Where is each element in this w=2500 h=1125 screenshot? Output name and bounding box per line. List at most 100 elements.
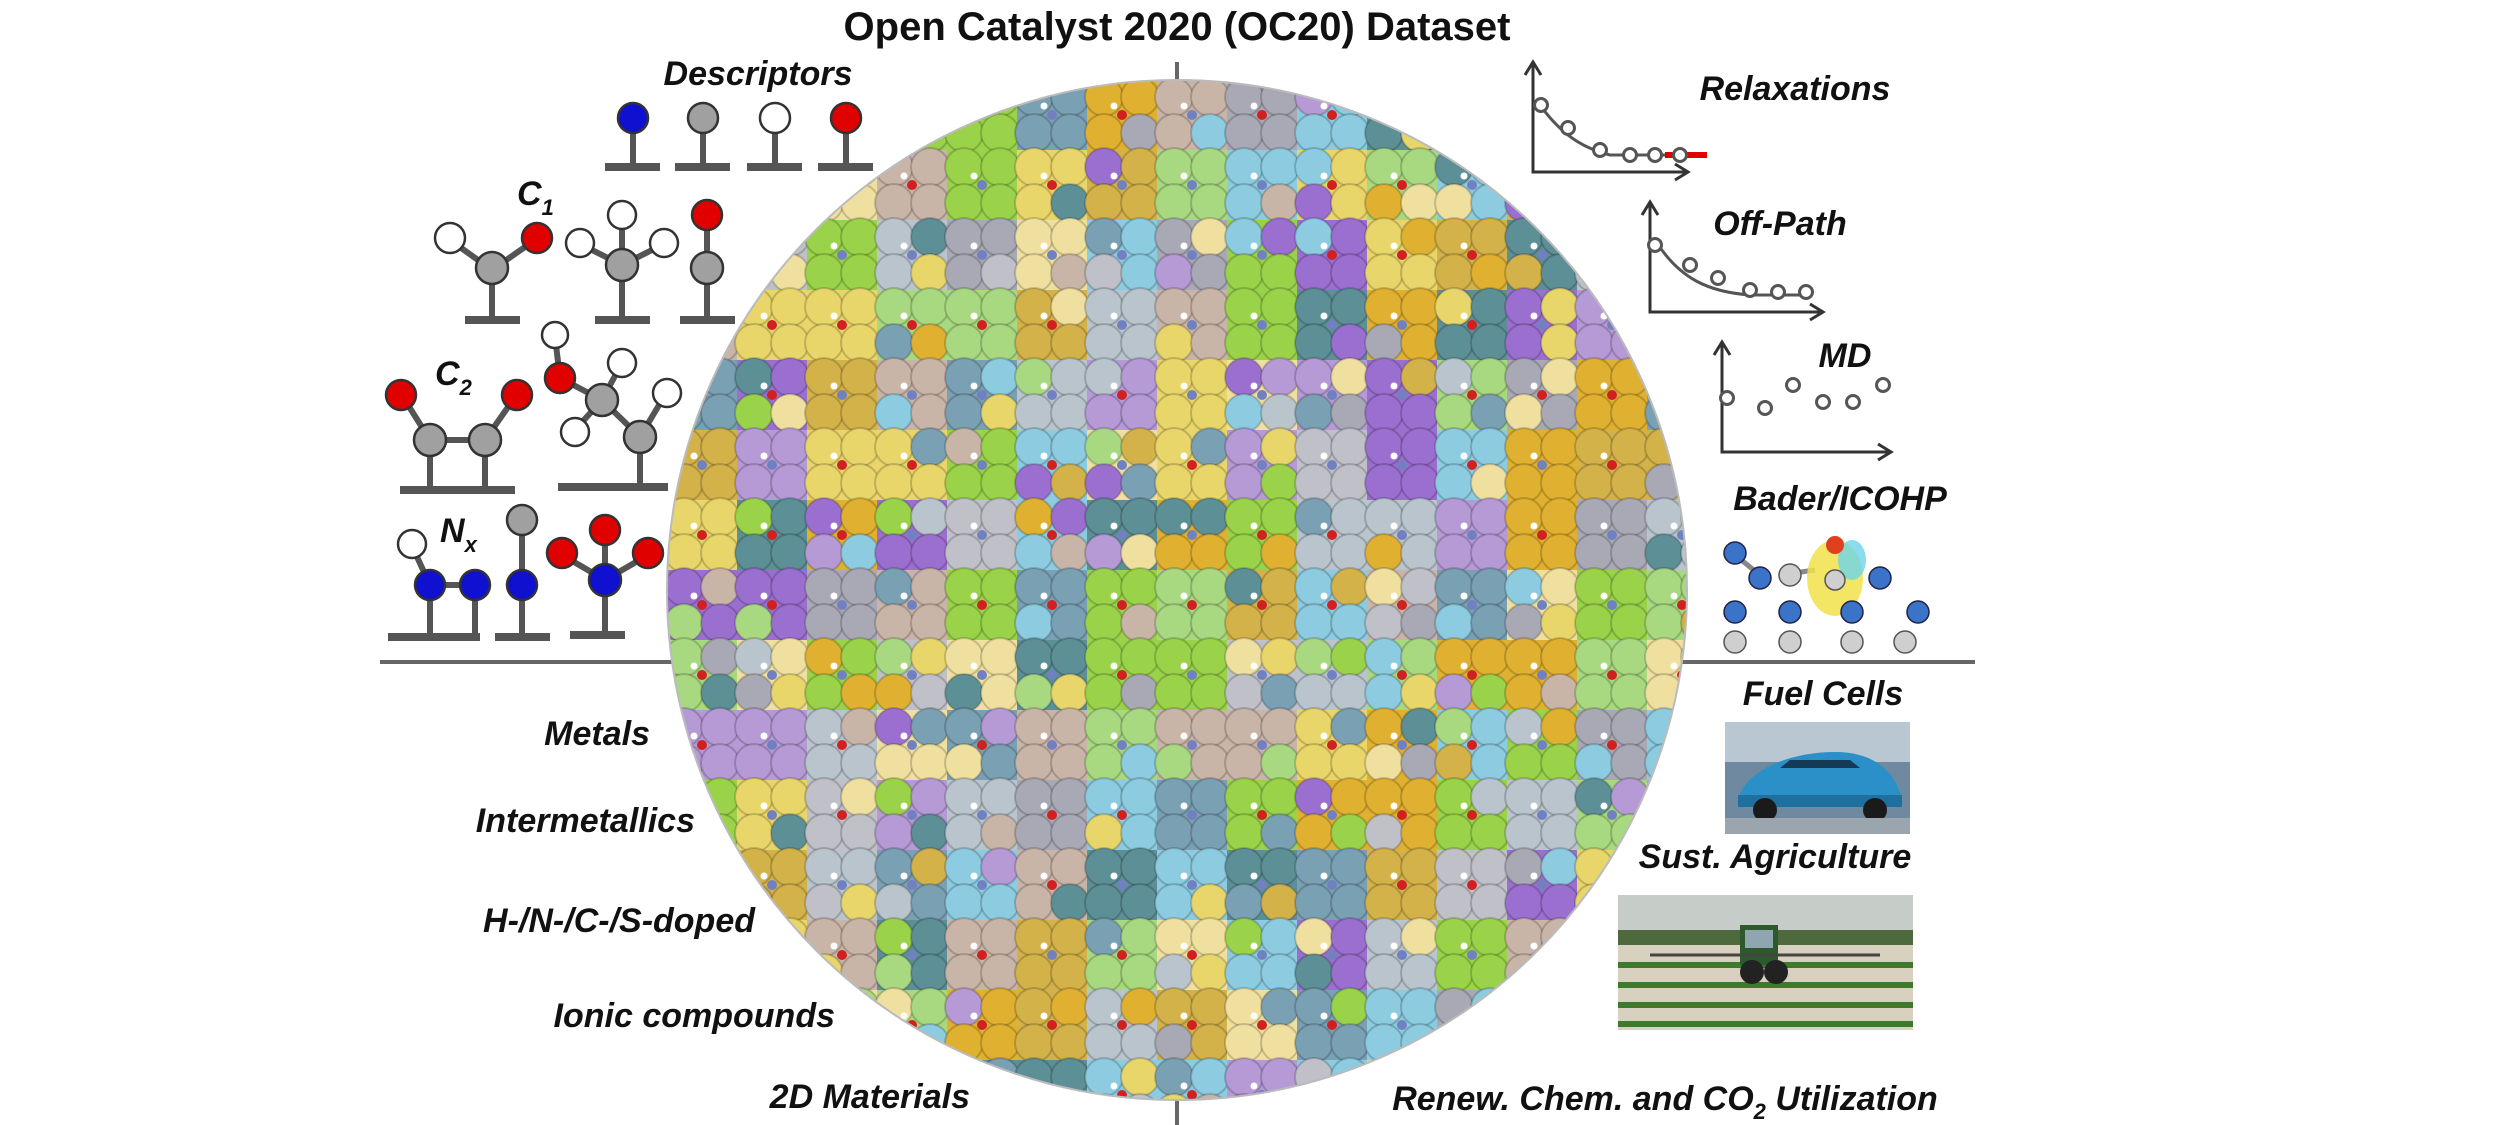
adsorbate-atom bbox=[907, 600, 917, 610]
adsorbate-atom bbox=[1530, 242, 1538, 250]
adsorbate-atom bbox=[907, 530, 917, 540]
material-2d: 2D Materials bbox=[769, 1078, 970, 1116]
relaxations-plot bbox=[1523, 59, 1707, 182]
adsorbate-atom bbox=[900, 102, 908, 110]
task-bader: Bader/ICOHP bbox=[1733, 480, 1947, 518]
adsorbate-atom bbox=[760, 242, 768, 250]
adsorbate-atom bbox=[1607, 810, 1617, 820]
adsorbate-atom bbox=[1117, 1090, 1127, 1100]
slab-tile bbox=[944, 707, 1020, 783]
adsorbate-atom bbox=[1110, 1012, 1118, 1020]
adsorbate-atom bbox=[1320, 802, 1328, 810]
adsorbate-atom bbox=[1537, 530, 1547, 540]
adsorbate-atom bbox=[1047, 250, 1057, 260]
adsorbate-atom bbox=[1530, 382, 1538, 390]
adsorbate-atom bbox=[837, 460, 847, 470]
adsorbate-atom bbox=[1250, 732, 1258, 740]
adsorbate-atom bbox=[1257, 950, 1267, 960]
adsorbate-atom bbox=[767, 320, 777, 330]
slab-tile bbox=[1434, 637, 1510, 713]
adsorbate-atom bbox=[1327, 810, 1337, 820]
adsorbate-atom bbox=[830, 382, 838, 390]
adsorbate-atom bbox=[1397, 1020, 1407, 1030]
adsorbate-atom bbox=[1180, 592, 1188, 600]
adsorbate-atom bbox=[1187, 180, 1197, 190]
adsorbate-atom bbox=[900, 382, 908, 390]
slab-tile bbox=[1224, 357, 1300, 433]
adsorbate-atom bbox=[977, 880, 987, 890]
adsorbate-atom bbox=[1110, 242, 1118, 250]
adsorbate-atom bbox=[837, 880, 847, 890]
adsorbate-atom bbox=[697, 600, 707, 610]
adsorbate-atom bbox=[1600, 802, 1608, 810]
adsorbate-atom bbox=[1187, 1020, 1197, 1030]
adsorbate-atom bbox=[1670, 312, 1678, 320]
adsorbate-atom bbox=[1040, 242, 1048, 250]
hydrogen-atom bbox=[758, 101, 792, 135]
adsorbate-atom bbox=[697, 950, 707, 960]
adsorbate-atom bbox=[1467, 600, 1477, 610]
adsorbate-atom bbox=[1600, 942, 1608, 950]
slab-tile bbox=[1504, 357, 1580, 433]
adsorbate-atom bbox=[767, 390, 777, 400]
adsorbate-atom bbox=[837, 600, 847, 610]
adsorbate-atom bbox=[900, 312, 908, 320]
adsorbate-atom bbox=[690, 592, 698, 600]
adsorbate-atom bbox=[1530, 592, 1538, 600]
slab-tile bbox=[1434, 567, 1510, 643]
surface-mosaic bbox=[667, 80, 1687, 1100]
adsorbate-atom bbox=[690, 1082, 698, 1090]
adsorbate-atom bbox=[697, 880, 707, 890]
adsorbate-atom bbox=[1530, 872, 1538, 880]
slab-tile bbox=[1574, 217, 1650, 293]
adsorbate-atom bbox=[1670, 522, 1678, 530]
adsorbate-atom bbox=[970, 1082, 978, 1090]
adsorbate-atom bbox=[1670, 662, 1678, 670]
adsorbate-atom bbox=[1180, 102, 1188, 110]
adsorbate-atom bbox=[970, 242, 978, 250]
adsorbate-atom bbox=[1397, 880, 1407, 890]
adsorbate-atom bbox=[1187, 950, 1197, 960]
adsorbate-atom bbox=[1187, 110, 1197, 120]
adsorbate-atom bbox=[1467, 880, 1477, 890]
adsorbate-atom bbox=[697, 740, 707, 750]
adsorbate-atom bbox=[1320, 1082, 1328, 1090]
adsorbate-atom bbox=[1600, 592, 1608, 600]
slab-tile bbox=[1224, 80, 1300, 153]
adsorbate-atom bbox=[1257, 880, 1267, 890]
adsorbate-atom bbox=[1180, 802, 1188, 810]
adsorbate-atom bbox=[1600, 172, 1608, 180]
slab-tile bbox=[1154, 287, 1230, 363]
slab-tile bbox=[1294, 1057, 1370, 1100]
adsorbate-atom bbox=[1327, 1090, 1337, 1100]
adsorbate-atom bbox=[690, 452, 698, 460]
adsorbate-atom bbox=[970, 662, 978, 670]
adsorbate-atom bbox=[900, 452, 908, 460]
slab-tile bbox=[1154, 637, 1230, 713]
slab-tile bbox=[1434, 987, 1510, 1063]
adsorbate-atom bbox=[1460, 942, 1468, 950]
adsorbate-atom bbox=[1180, 732, 1188, 740]
nx-label: Nx bbox=[440, 512, 478, 557]
adsorbate-atom bbox=[1047, 460, 1057, 470]
adsorbate-atom bbox=[1327, 250, 1337, 260]
adsorbate-atom bbox=[1670, 592, 1678, 600]
adsorbate-atom bbox=[767, 600, 777, 610]
adsorbate-atom bbox=[1117, 950, 1127, 960]
adsorbate-atom bbox=[1320, 102, 1328, 110]
adsorbate-atom bbox=[1397, 320, 1407, 330]
adsorbate-atom bbox=[1327, 600, 1337, 610]
slab-tile bbox=[944, 987, 1020, 1063]
c2-label: C2 bbox=[435, 355, 473, 400]
adsorbate-atom bbox=[1607, 600, 1617, 610]
slab-tile bbox=[944, 637, 1020, 713]
adsorbate-atom bbox=[1397, 670, 1407, 680]
adsorbate-atom bbox=[1117, 180, 1127, 190]
adsorbate-atom bbox=[1187, 880, 1197, 890]
descriptors-heading: Descriptors bbox=[664, 55, 853, 93]
adsorbate-atom bbox=[837, 180, 847, 190]
adsorbate-atom bbox=[1390, 242, 1398, 250]
adsorbate-atom bbox=[977, 600, 987, 610]
slab-tile bbox=[1644, 637, 1687, 713]
